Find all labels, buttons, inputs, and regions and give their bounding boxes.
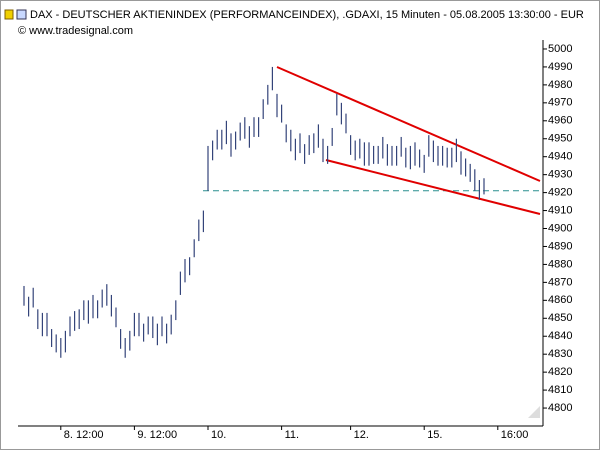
y-tick-label: 4980	[548, 79, 572, 91]
y-tick-label: 4930	[548, 169, 572, 181]
y-tick-label: 4890	[548, 240, 572, 252]
x-tick-label: 15.	[427, 429, 442, 441]
y-tick-label: 4990	[548, 61, 572, 73]
y-tick-label: 4900	[548, 222, 572, 234]
trend-line	[276, 66, 541, 182]
y-tick-label: 4820	[548, 366, 572, 378]
y-tick-label: 4880	[548, 258, 572, 270]
x-tick-label: 10.	[211, 429, 226, 441]
y-tick-label: 4870	[548, 276, 572, 288]
y-tick-label: 4950	[548, 133, 572, 145]
y-tick-label: 4850	[548, 312, 572, 324]
x-tick-label: 11.	[285, 429, 299, 441]
y-tick-label: 4940	[548, 151, 572, 163]
y-tick-label: 4920	[548, 187, 572, 199]
icon	[16, 9, 27, 20]
y-tick-label: 4910	[548, 204, 572, 216]
chart-subtitle: © www.tradesignal.com	[18, 25, 133, 37]
y-tick-label: 4970	[548, 97, 572, 109]
resize-grip	[528, 406, 540, 418]
y-tick-label: 4960	[548, 115, 572, 127]
y-tick-label: 4810	[548, 384, 572, 396]
y-tick-label: 4860	[548, 294, 572, 306]
x-tick-label: 8. 12:00	[64, 429, 104, 441]
icon	[4, 9, 14, 20]
x-tick-label: 9. 12:00	[137, 429, 177, 441]
y-tick-label: 4800	[548, 402, 572, 414]
chart-title: DAX - DEUTSCHER AKTIENINDEX (PERFORMANCE…	[30, 9, 584, 21]
x-tick-label: 12.	[354, 429, 369, 441]
y-tick-label: 4830	[548, 348, 572, 360]
trend-line	[325, 159, 541, 215]
y-tick-label: 5000	[548, 43, 572, 55]
x-tick-label: 16:00	[501, 429, 529, 441]
y-tick-label: 4840	[548, 330, 572, 342]
